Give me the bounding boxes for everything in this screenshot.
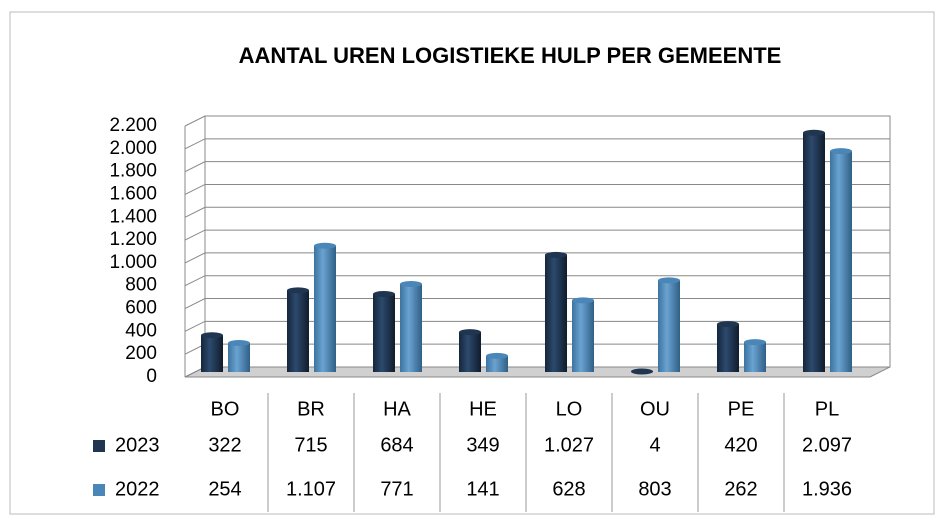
x-tick-label: OU bbox=[640, 398, 670, 420]
bar-cap bbox=[830, 148, 852, 155]
bar-cap bbox=[400, 281, 422, 288]
x-tick-label: BO bbox=[211, 398, 240, 420]
bar bbox=[545, 254, 567, 372]
y-tick-label: 600 bbox=[125, 298, 157, 319]
bar bbox=[717, 324, 739, 372]
value-label: 2.097 bbox=[802, 434, 852, 456]
y-tick-label: 1.400 bbox=[109, 206, 157, 227]
value-label: 803 bbox=[638, 478, 671, 500]
value-label: 322 bbox=[208, 434, 241, 456]
bar-cap bbox=[658, 277, 680, 284]
legend-swatch bbox=[93, 440, 105, 452]
bar bbox=[459, 332, 481, 372]
bar-cap bbox=[459, 329, 481, 336]
bar bbox=[201, 335, 223, 372]
bar-cap bbox=[572, 297, 594, 304]
legend-swatch bbox=[93, 484, 105, 496]
y-tick-label: 1.200 bbox=[109, 229, 157, 250]
y-tick-label: 200 bbox=[125, 343, 157, 364]
bar-cap bbox=[373, 290, 395, 297]
y-tick-label: 1.000 bbox=[109, 252, 157, 273]
chart-title: AANTAL UREN LOGISTIEKE HULP PER GEMEENTE bbox=[239, 43, 782, 68]
y-tick-label: 400 bbox=[125, 320, 157, 341]
x-tick-label: HA bbox=[383, 398, 411, 420]
grid-line bbox=[184, 138, 890, 150]
grid-line bbox=[184, 183, 890, 195]
bar-cap bbox=[228, 340, 250, 347]
value-label: 715 bbox=[294, 434, 327, 456]
bar bbox=[830, 151, 852, 372]
bar bbox=[228, 343, 250, 372]
grid-line bbox=[184, 275, 890, 287]
bar-cap bbox=[287, 287, 309, 294]
bar-cap bbox=[486, 352, 508, 359]
bar bbox=[744, 342, 766, 372]
grid-line bbox=[184, 115, 890, 127]
x-tick-label: LO bbox=[556, 398, 583, 420]
chart-border bbox=[9, 11, 935, 515]
bar-cap bbox=[744, 339, 766, 346]
y-tick-label: 1.800 bbox=[109, 161, 157, 182]
value-label: 1.107 bbox=[286, 478, 336, 500]
value-label: 4 bbox=[649, 434, 660, 456]
bar bbox=[287, 290, 309, 372]
bar bbox=[486, 355, 508, 372]
x-tick-label: BR bbox=[297, 398, 325, 420]
bar-cap bbox=[631, 368, 653, 375]
value-label: 1.027 bbox=[544, 434, 594, 456]
bar bbox=[658, 280, 680, 372]
value-label: 262 bbox=[724, 478, 757, 500]
bar-cap bbox=[717, 321, 739, 328]
value-label: 771 bbox=[380, 478, 413, 500]
bar bbox=[400, 284, 422, 372]
y-tick-label: 2.000 bbox=[109, 138, 157, 159]
legend-label: 2022 bbox=[115, 478, 160, 500]
x-tick-label: PE bbox=[728, 398, 755, 420]
y-tick-label: 0 bbox=[146, 366, 157, 387]
y-tick-label: 800 bbox=[125, 275, 157, 296]
bar-cap bbox=[314, 242, 336, 249]
value-label: 628 bbox=[552, 478, 585, 500]
value-label: 420 bbox=[724, 434, 757, 456]
y-tick-label: 1.600 bbox=[109, 183, 157, 204]
legend-label: 2023 bbox=[115, 434, 160, 456]
bar-cap bbox=[803, 129, 825, 136]
grid-line bbox=[184, 229, 890, 241]
value-label: 141 bbox=[466, 478, 499, 500]
value-label: 684 bbox=[380, 434, 413, 456]
x-tick-label: HE bbox=[469, 398, 497, 420]
bar-cap bbox=[201, 332, 223, 339]
value-label: 1.936 bbox=[802, 478, 852, 500]
grid-line bbox=[184, 161, 890, 173]
x-tick-label: PL bbox=[815, 398, 839, 420]
bar bbox=[803, 132, 825, 372]
grid-line bbox=[184, 252, 890, 264]
bar bbox=[572, 300, 594, 372]
bar bbox=[314, 245, 336, 372]
value-label: 254 bbox=[208, 478, 241, 500]
grid-line bbox=[184, 206, 890, 218]
value-label: 349 bbox=[466, 434, 499, 456]
bar bbox=[373, 293, 395, 372]
bar-cap bbox=[545, 251, 567, 258]
y-tick-label: 2.200 bbox=[109, 115, 157, 136]
